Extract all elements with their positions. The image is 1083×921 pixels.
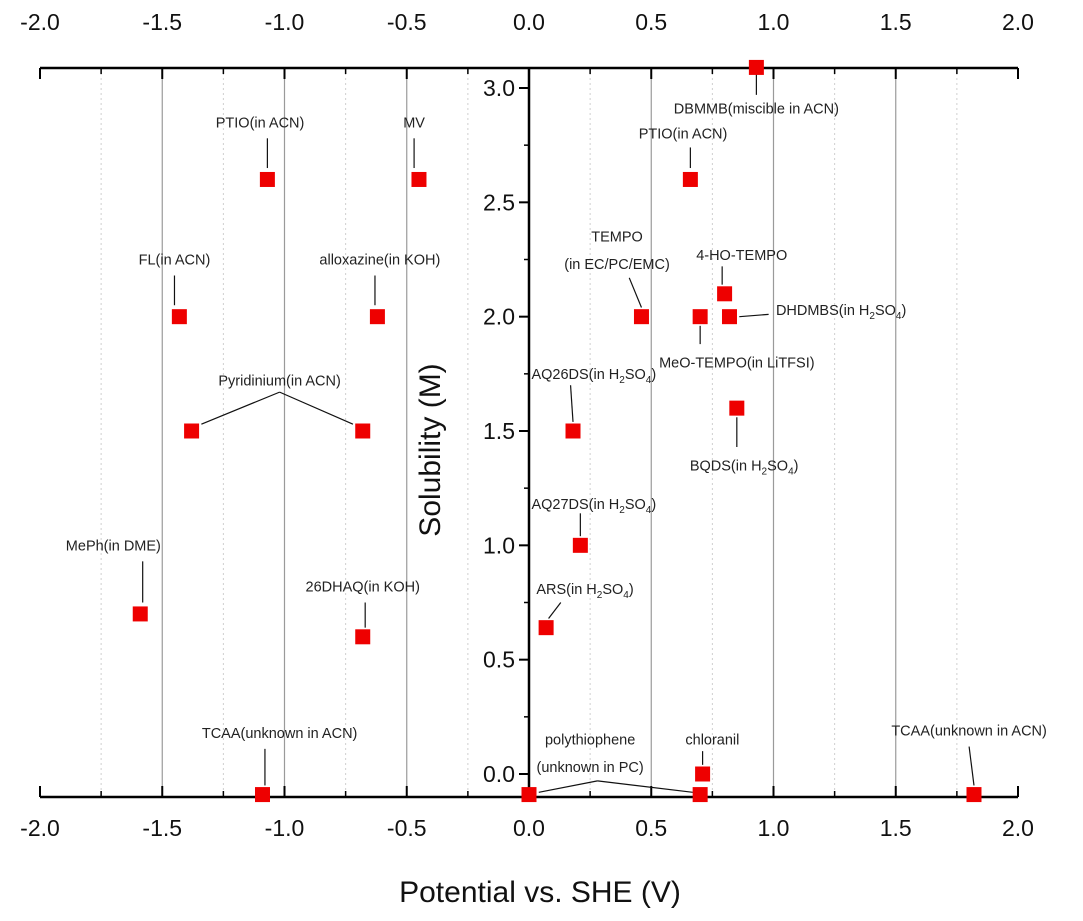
x-tick-label-top: -1.0	[265, 9, 305, 35]
data-point	[369, 309, 385, 325]
point-annotation: 4-HO-TEMPO	[696, 248, 787, 264]
data-point	[132, 606, 148, 622]
data-point	[717, 286, 733, 302]
y-tick-label: 3.0	[483, 75, 515, 101]
x-tick-label-top: 0.5	[635, 9, 667, 35]
point-annotation: MeO-TEMPO(in LiTFSI)	[659, 355, 814, 371]
point-annotation: PTIO(in ACN)	[639, 127, 728, 143]
data-point	[521, 787, 537, 803]
y-axis-title: Solubility (M)	[414, 363, 447, 536]
point-layer	[132, 59, 982, 803]
point-annotation: PTIO(in ACN)	[216, 115, 305, 131]
leader-line	[201, 391, 280, 425]
data-point	[729, 400, 745, 416]
x-tick-label-bottom: 2.0	[1002, 815, 1034, 841]
x-tick-label-top: -2.0	[20, 9, 60, 35]
leader-line	[628, 277, 643, 308]
data-point	[538, 620, 554, 636]
x-tick-label-bottom: -1.0	[265, 815, 305, 841]
point-annotation: TCAA(unknown in ACN)	[202, 726, 358, 742]
point-annotation: TEMPO	[591, 230, 643, 246]
y-tick-label: 0.0	[483, 761, 515, 787]
point-annotation: AQ27DS(in H2SO4)	[531, 497, 656, 516]
leader-layer	[142, 71, 975, 793]
leader-line	[538, 780, 598, 793]
point-annotation: MV	[403, 115, 425, 131]
data-point	[184, 423, 200, 439]
x-tick-label-top: 2.0	[1002, 9, 1034, 35]
data-point	[721, 309, 737, 325]
x-tick-label-top: 0.0	[513, 9, 545, 35]
point-annotation: BQDS(in H2SO4)	[690, 458, 799, 477]
label-layer: PTIO(in ACN) MV FL(in ACN) alloxazine(in KO…	[66, 102, 1047, 777]
x-tick-label-top: -1.5	[142, 9, 182, 35]
x-axis-title: Potential vs. SHE (V)	[399, 876, 681, 909]
point-annotation: AQ26DS(in H2SO4)	[531, 367, 656, 386]
point-annotation: DHDMBS(in H2SO4)	[776, 303, 906, 322]
point-annotation: FL(in ACN)	[139, 253, 211, 269]
grid-layer	[100, 68, 958, 797]
leader-line	[279, 391, 354, 425]
x-tick-label-top: 1.0	[758, 9, 790, 35]
x-tick-label-top: -0.5	[387, 9, 427, 35]
y-tick-label: 1.0	[483, 532, 515, 558]
data-point	[695, 766, 711, 782]
x-tick-label-bottom: 0.5	[635, 815, 667, 841]
x-tick-label-bottom: 1.0	[758, 815, 790, 841]
point-annotation: TCAA(unknown in ACN)	[891, 724, 1047, 740]
data-point	[411, 171, 427, 187]
data-point	[254, 787, 270, 803]
point-annotation: ARS(in H2SO4)	[536, 582, 633, 601]
data-point	[572, 537, 588, 553]
data-point	[633, 309, 649, 325]
x-tick-label-bottom: 1.5	[880, 815, 912, 841]
data-point	[565, 423, 581, 439]
point-annotation: polythiophene	[545, 733, 635, 749]
x-tick-label-bottom: -2.0	[20, 815, 60, 841]
y-tick-label: 1.5	[483, 418, 515, 444]
data-point	[171, 309, 187, 325]
axes-layer: -2.0 -2.0 -1.5 -1.5 -1.0 -1.0 -0.5 -0.5 0.0 0.0 0.…	[20, 9, 1034, 841]
leader-line	[968, 746, 975, 786]
y-tick-label: 0.5	[483, 647, 515, 673]
data-point	[966, 787, 982, 803]
leader-line	[739, 313, 769, 318]
point-annotation: alloxazine(in KOH)	[319, 253, 440, 269]
point-annotation: DBMMB(miscible in ACN)	[674, 102, 839, 118]
data-point	[692, 309, 708, 325]
point-annotation: MePh(in DME)	[66, 538, 161, 554]
x-tick-label-bottom: -1.5	[142, 815, 182, 841]
leader-line	[548, 602, 562, 619]
point-annotation: (in EC/PC/EMC)	[564, 257, 670, 273]
y-tick-label: 2.5	[483, 189, 515, 215]
data-point	[355, 423, 371, 439]
x-tick-label-bottom: 0.0	[513, 815, 545, 841]
data-point	[692, 787, 708, 803]
data-point	[682, 171, 698, 187]
data-point	[259, 171, 275, 187]
leader-line	[597, 780, 693, 793]
point-annotation: (unknown in PC)	[537, 760, 644, 776]
y-tick-label: 2.0	[483, 304, 515, 330]
data-point	[355, 629, 371, 645]
x-tick-label-top: 1.5	[880, 9, 912, 35]
point-annotation: chloranil	[685, 733, 739, 749]
point-annotation: Pyridinium(in ACN)	[218, 374, 340, 390]
x-tick-label-bottom: -0.5	[387, 815, 427, 841]
point-annotation: 26DHAQ(in KOH)	[306, 579, 420, 595]
leader-line	[569, 385, 574, 422]
data-point	[748, 59, 764, 75]
